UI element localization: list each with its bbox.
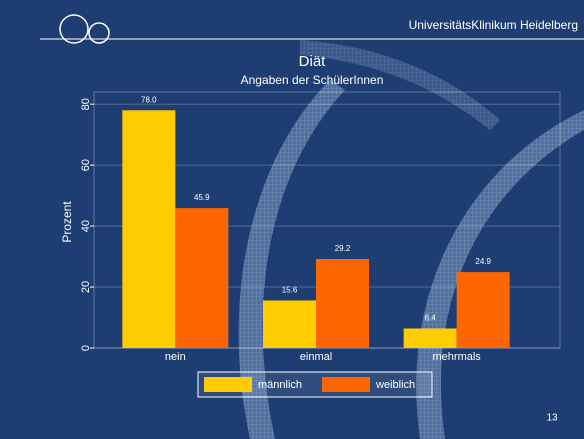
legend-label: männlich: [258, 379, 302, 391]
legend-swatch: [204, 377, 252, 392]
chart-title: Diät: [299, 53, 327, 70]
value-label: 78.0: [141, 95, 157, 104]
bar: [403, 328, 457, 348]
value-label: 29.2: [335, 244, 351, 253]
y-tick-label: 20: [80, 281, 92, 293]
bar: [263, 300, 316, 348]
y-tick-label: 60: [80, 159, 92, 171]
page-number: 13: [546, 413, 558, 424]
bar: [456, 272, 510, 348]
y-tick-label: 0: [80, 345, 92, 351]
value-label: 45.9: [194, 193, 210, 202]
background-decoration: [238, 40, 584, 439]
bar: [175, 208, 229, 348]
y-tick-label: 40: [80, 220, 92, 232]
bar: [122, 110, 176, 349]
value-label: 15.6: [282, 286, 298, 295]
logo: [59, 14, 110, 44]
value-label: 6.4: [425, 314, 437, 323]
legend-swatch: [322, 377, 370, 392]
x-tick-label: mehrmals: [433, 351, 482, 363]
institution: UniversitätsKlinikum Heidelberg: [409, 18, 578, 32]
bar: [316, 259, 369, 348]
chart-subtitle: Angaben der SchülerInnen: [241, 73, 384, 87]
legend-label: weiblich: [375, 379, 415, 391]
value-label: 24.9: [475, 257, 491, 266]
y-tick-label: 80: [80, 98, 92, 110]
x-tick-label: einmal: [300, 351, 332, 363]
x-tick-label: nein: [165, 351, 186, 363]
y-axis-label: Prozent: [60, 201, 74, 243]
